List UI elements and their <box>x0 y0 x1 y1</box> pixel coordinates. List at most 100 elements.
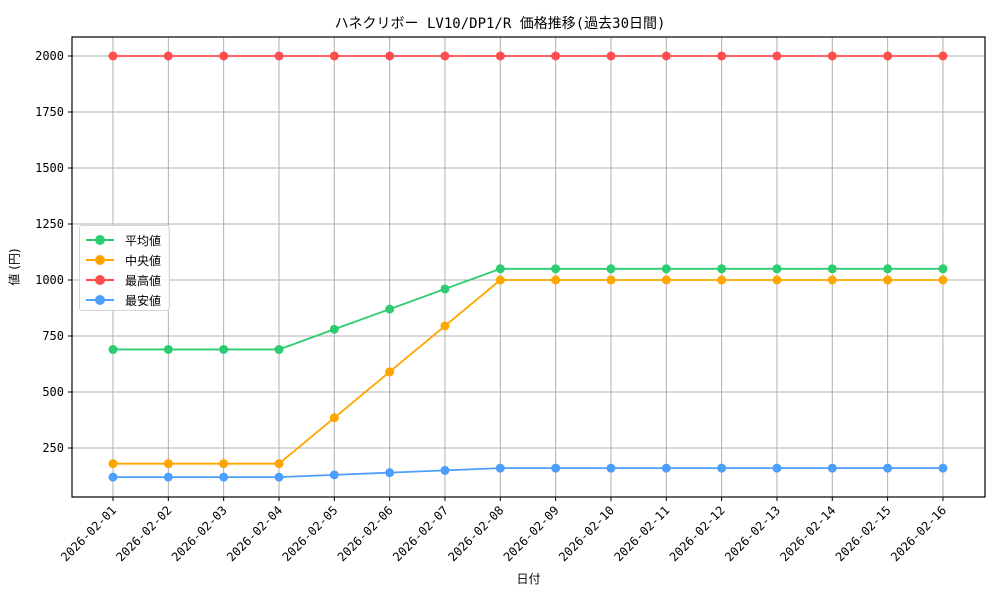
data-point <box>772 463 782 473</box>
data-point <box>551 463 561 473</box>
series-line <box>113 467 943 479</box>
data-point <box>827 264 837 274</box>
data-point <box>883 463 893 473</box>
data-point <box>772 264 782 274</box>
data-point <box>440 284 450 294</box>
data-point <box>661 463 671 473</box>
legend-label: 中央値 <box>125 254 162 268</box>
data-point <box>329 51 339 61</box>
data-point <box>440 321 450 331</box>
y-tick-label: 1500 <box>35 161 64 175</box>
chart-title: ハネクリボー LV10/DP1/R 価格推移(過去30日間) <box>334 16 666 32</box>
data-point <box>274 459 284 469</box>
data-point <box>274 472 284 482</box>
data-point <box>385 367 395 377</box>
data-point <box>883 51 893 61</box>
legend-marker-icon <box>95 235 105 245</box>
data-point <box>163 51 173 61</box>
y-tick-label: 1250 <box>35 217 64 231</box>
x-tick-label: 2026-02-03 <box>169 503 230 564</box>
data-point <box>938 275 948 285</box>
data-point <box>385 468 395 478</box>
data-point <box>717 51 727 61</box>
legend-item: 平均値 <box>80 228 169 248</box>
legend-marker-icon <box>95 295 105 305</box>
x-tick-label: 2026-02-01 <box>58 503 119 564</box>
x-tick-label: 2026-02-07 <box>390 503 451 564</box>
data-point <box>385 51 395 61</box>
data-point <box>274 344 284 354</box>
y-tick-label: 750 <box>42 329 64 343</box>
data-point <box>495 51 505 61</box>
data-point <box>938 51 948 61</box>
legend-marker-icon <box>95 255 105 265</box>
data-point <box>938 264 948 274</box>
data-point <box>219 472 229 482</box>
legend-label: 最安値 <box>125 294 162 308</box>
series-line <box>113 267 943 351</box>
data-point <box>108 51 118 61</box>
x-tick-label: 2026-02-14 <box>777 503 838 564</box>
data-point <box>661 264 671 274</box>
x-tick-label: 2026-02-11 <box>611 503 672 564</box>
legend-item: 中央値 <box>80 248 169 268</box>
x-axis-label: 日付 <box>516 572 541 586</box>
axes-frame <box>71 36 986 498</box>
data-point <box>329 324 339 334</box>
data-point <box>551 51 561 61</box>
legend-marker-icon <box>95 275 105 285</box>
x-tick-label: 2026-02-16 <box>888 503 949 564</box>
x-tick-label: 2026-02-12 <box>667 503 728 564</box>
x-tick-label: 2026-02-09 <box>501 503 562 564</box>
data-point <box>329 470 339 480</box>
data-point <box>163 472 173 482</box>
x-tick-label: 2026-02-02 <box>113 503 174 564</box>
data-point <box>827 51 837 61</box>
data-point <box>219 459 229 469</box>
data-point <box>717 275 727 285</box>
y-tick-label: 1750 <box>35 105 64 119</box>
data-point <box>163 344 173 354</box>
data-point <box>163 459 173 469</box>
data-point <box>661 51 671 61</box>
data-point <box>219 51 229 61</box>
y-axis-label: 値 (円) <box>7 248 22 286</box>
x-tick-label: 2026-02-10 <box>556 503 617 564</box>
data-point <box>883 264 893 274</box>
data-point <box>329 413 339 423</box>
legend-label: 平均値 <box>125 234 162 248</box>
x-tick-label: 2026-02-05 <box>279 503 340 564</box>
y-tick-label: 1000 <box>35 273 64 287</box>
data-point <box>883 275 893 285</box>
data-point <box>606 51 616 61</box>
data-point <box>108 344 118 354</box>
data-point <box>938 463 948 473</box>
x-tick-label: 2026-02-15 <box>833 503 894 564</box>
y-tick-label: 500 <box>42 385 64 399</box>
data-point <box>440 51 450 61</box>
data-point <box>108 472 118 482</box>
data-point <box>385 304 395 314</box>
data-point <box>772 275 782 285</box>
data-point <box>219 344 229 354</box>
data-point <box>274 51 284 61</box>
series-line <box>113 279 943 465</box>
data-point <box>827 275 837 285</box>
data-point <box>606 264 616 274</box>
data-point <box>495 275 505 285</box>
data-point <box>606 463 616 473</box>
x-tick-label: 2026-02-08 <box>445 503 506 564</box>
data-point <box>717 264 727 274</box>
data-point <box>661 275 671 285</box>
x-tick-label: 2026-02-06 <box>335 503 396 564</box>
data-point <box>551 264 561 274</box>
legend-label: 最高値 <box>125 274 162 288</box>
data-point <box>827 463 837 473</box>
legend-item: 最安値 <box>80 288 169 308</box>
x-tick-label: 2026-02-04 <box>224 503 285 564</box>
data-point <box>108 459 118 469</box>
chart-legend: 平均値中央値最高値最安値 <box>79 225 170 311</box>
y-tick-label: 2000 <box>35 49 64 63</box>
